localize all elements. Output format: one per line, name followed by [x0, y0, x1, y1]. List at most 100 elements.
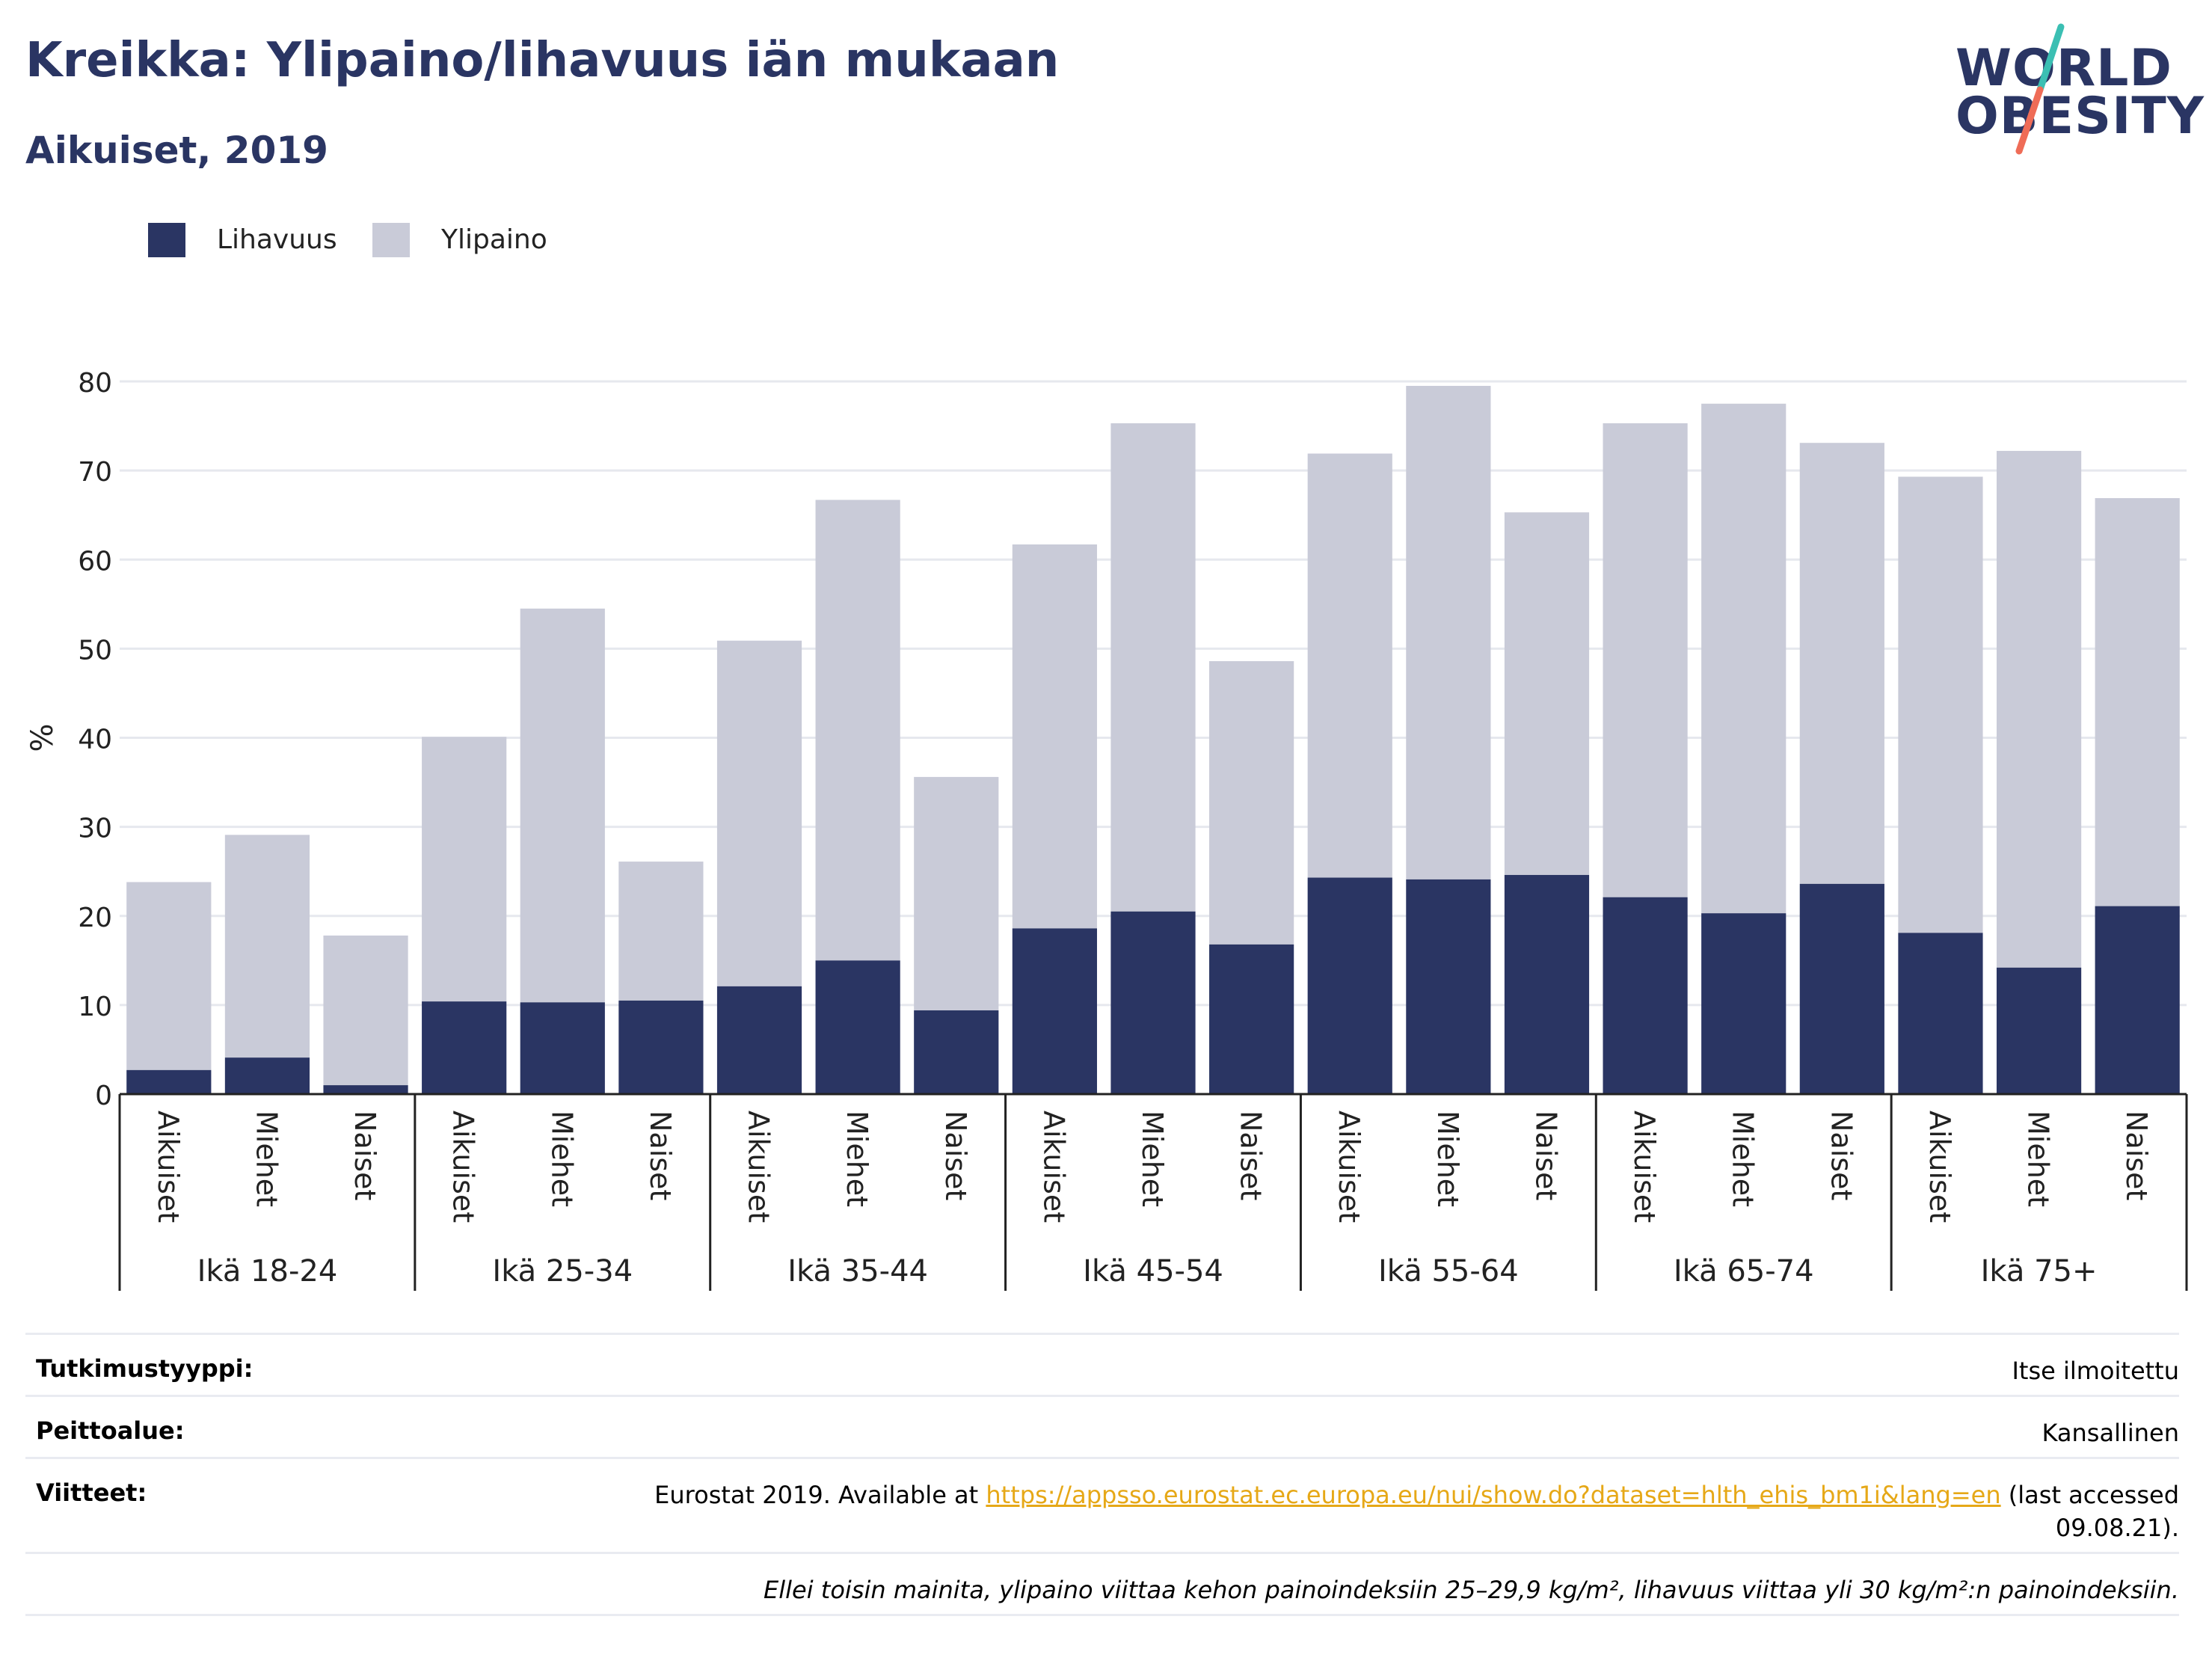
world-obesity-logo: WORLD OBESITY	[1944, 21, 2204, 156]
bar-overweight	[1209, 661, 1294, 945]
y-tick-label: 20	[78, 903, 112, 933]
x-tick-label: Miehet	[2022, 1111, 2055, 1207]
bar-overweight	[224, 835, 310, 1058]
bar-obesity	[1209, 944, 1294, 1094]
x-tick-label: Aikuiset	[1037, 1111, 1070, 1223]
bar-obesity	[1012, 928, 1097, 1094]
x-tick-label: Naiset	[2120, 1111, 2153, 1200]
bar-obesity	[1307, 877, 1392, 1094]
x-tick-label: Naiset	[1235, 1111, 1268, 1200]
bar-overweight	[1799, 443, 1884, 884]
x-tick-label: Aikuiset	[447, 1111, 480, 1223]
reference-link[interactable]: https://appsso.eurostat.ec.europa.eu/nui…	[986, 1481, 2001, 1509]
bar-obesity	[224, 1057, 310, 1094]
bar-obesity	[1996, 967, 2082, 1094]
x-tick-label: Aikuiset	[1333, 1111, 1365, 1223]
info-row-note: Ellei toisin mainita, ylipaino viittaa k…	[25, 1552, 2179, 1614]
page-subtitle: Aikuiset, 2019	[25, 129, 328, 172]
x-tick-label: Naiset	[348, 1111, 381, 1200]
bar-overweight	[520, 608, 605, 1003]
y-axis-label: %	[25, 723, 60, 752]
legend-label-obesity: Lihavuus	[217, 224, 337, 255]
y-tick-label: 0	[95, 1081, 112, 1111]
info-table: Tutkimustyyppi: Itse ilmoitettu Peittoal…	[25, 1333, 2179, 1616]
x-tick-label: Aikuiset	[152, 1111, 185, 1223]
bar-overweight	[1996, 450, 2082, 968]
bar-overweight	[422, 737, 507, 1002]
x-tick-label: Miehet	[1431, 1111, 1464, 1207]
reference-suffix: (last accessed	[2000, 1481, 2179, 1509]
bar-obesity	[1701, 913, 1787, 1094]
bar-overweight	[1898, 476, 1983, 933]
y-tick-label: 80	[78, 368, 112, 399]
bar-overweight	[1603, 423, 1688, 897]
page-title: Kreikka: Ylipaino/lihavuus iän mukaan	[25, 33, 1060, 88]
logo-text-world: WORLD	[1956, 39, 2172, 98]
bar-obesity	[1110, 911, 1196, 1094]
bar-obesity	[1898, 933, 1983, 1094]
x-group-label: Ikä 75+	[1981, 1254, 2098, 1289]
legend-label-overweight: Ylipaino	[441, 224, 547, 255]
reference-prefix: Eurostat 2019. Available at	[654, 1481, 986, 1509]
bar-obesity	[323, 1085, 408, 1094]
bar-obesity	[1406, 879, 1491, 1094]
x-tick-label: Naiset	[1825, 1111, 1858, 1200]
info-label: Viitteet:	[36, 1479, 147, 1507]
bar-obesity	[2095, 906, 2180, 1094]
bar-overweight	[1307, 453, 1392, 878]
x-tick-label: Miehet	[545, 1111, 578, 1207]
x-group-label: Ikä 65-74	[1674, 1254, 1814, 1289]
bar-obesity	[1504, 874, 1590, 1094]
definition-note: Ellei toisin mainita, ylipaino viittaa k…	[764, 1576, 2179, 1604]
info-row-survey-type: Tutkimustyyppi: Itse ilmoitettu	[25, 1333, 2179, 1395]
bar-overweight	[1504, 512, 1590, 875]
bar-overweight	[618, 862, 704, 1001]
y-tick-label: 40	[78, 725, 112, 755]
legend-swatch-overweight	[372, 223, 410, 257]
bar-obesity	[1603, 897, 1688, 1094]
y-tick-label: 50	[78, 635, 112, 666]
x-group-label: Ikä 55-64	[1378, 1254, 1519, 1289]
bar-overweight	[716, 640, 802, 986]
info-value: Itse ilmoitettu	[2012, 1357, 2179, 1385]
bar-obesity	[716, 986, 802, 1094]
legend-swatch-obesity	[148, 223, 185, 257]
x-tick-label: Naiset	[1529, 1111, 1562, 1200]
x-tick-label: Naiset	[644, 1111, 677, 1200]
bar-obesity	[815, 960, 900, 1094]
info-value: Kansallinen	[2042, 1419, 2179, 1447]
bar-overweight	[815, 500, 900, 961]
logo-slash-icon	[2015, 23, 2065, 155]
bar-obesity	[914, 1010, 999, 1094]
y-tick-label: 10	[78, 992, 112, 1022]
bar-overweight	[1110, 423, 1196, 912]
bar-obesity	[618, 1000, 704, 1094]
stacked-bar-chart: 0 10 20 30 40 50 60 70 80% Aikuiset Miehet Naiset Ai…	[25, 368, 2188, 1291]
bar-obesity	[422, 1001, 507, 1094]
y-tick-label: 60	[78, 546, 112, 577]
bar-overweight	[914, 776, 999, 1011]
x-group-label: Ikä 18-24	[197, 1254, 338, 1289]
bar-overweight	[1701, 403, 1787, 914]
bar-obesity	[520, 1002, 605, 1094]
x-group-label: Ikä 25-34	[492, 1254, 633, 1289]
x-tick-label: Miehet	[1727, 1111, 1760, 1207]
x-tick-label: Aikuiset	[1923, 1111, 1956, 1223]
y-tick-label: 30	[78, 814, 112, 844]
info-label: Peittoalue:	[36, 1416, 185, 1445]
bar-overweight	[1012, 544, 1097, 929]
info-row-coverage: Peittoalue: Kansallinen	[25, 1395, 2179, 1457]
x-tick-label: Aikuiset	[1628, 1111, 1661, 1223]
info-label: Tutkimustyyppi:	[36, 1354, 254, 1383]
x-tick-label: Miehet	[1136, 1111, 1169, 1207]
bar-obesity	[1799, 883, 1884, 1094]
bar-overweight	[126, 882, 212, 1070]
bar-overweight	[323, 935, 408, 1086]
x-tick-label: Naiset	[939, 1111, 972, 1200]
table-bottom-rule	[25, 1614, 2179, 1616]
x-group-label: Ikä 35-44	[787, 1254, 928, 1289]
x-group-label: Ikä 45-54	[1083, 1254, 1223, 1289]
y-tick-label: 70	[78, 457, 112, 488]
bar-obesity	[126, 1069, 212, 1094]
x-tick-label: Aikuiset	[743, 1111, 775, 1223]
